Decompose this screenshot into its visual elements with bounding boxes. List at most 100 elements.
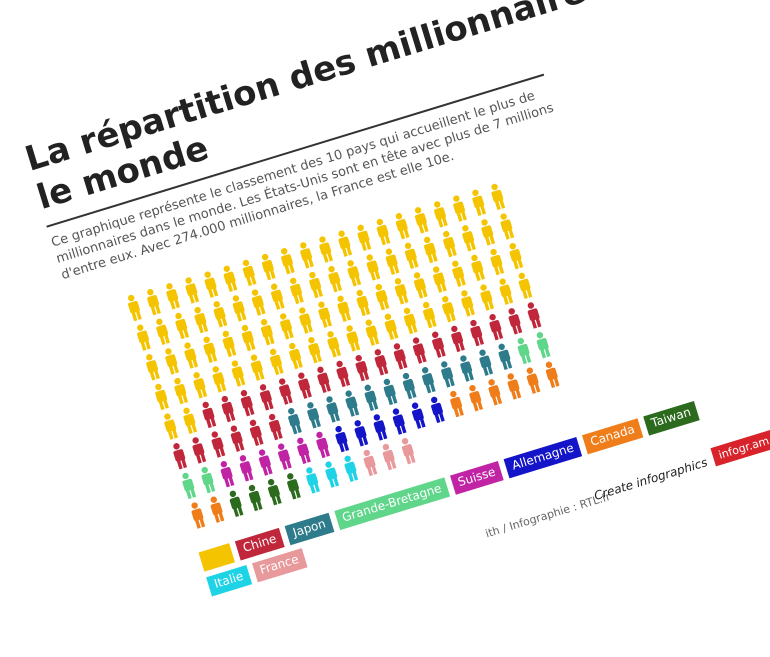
person-icon [242, 259, 257, 287]
icon-leg [534, 382, 541, 393]
icon-leg [468, 370, 474, 381]
icon-head [499, 278, 506, 285]
icon-leg [131, 311, 138, 322]
icon-head [374, 349, 382, 356]
icon-head [290, 277, 297, 285]
icon-leg [400, 423, 407, 434]
icon-leg [502, 295, 509, 305]
icon-head [344, 455, 351, 462]
person-icon [220, 461, 235, 488]
country-icons [182, 331, 551, 500]
person-icon [319, 236, 334, 263]
person-icon [210, 496, 225, 523]
icon-body [210, 502, 223, 516]
icon-head [260, 319, 268, 326]
icon-leg [297, 293, 304, 303]
person-icon [212, 366, 227, 393]
icon-leg [531, 319, 538, 329]
icon-body [279, 384, 291, 397]
legend-entry: Suisse [449, 460, 504, 495]
icon-leg [491, 395, 498, 406]
country-icons [363, 438, 416, 477]
icon-leg [417, 289, 424, 299]
icon-leg [173, 363, 180, 374]
icon-head [421, 367, 429, 374]
legend-entry: Italie [206, 565, 252, 597]
icon-head [461, 290, 468, 297]
icon-leg [281, 460, 288, 470]
person-icon [165, 348, 180, 375]
icon-leg [409, 453, 416, 464]
icon-head [201, 466, 208, 474]
icon-leg [349, 342, 356, 352]
icon-leg [511, 324, 518, 335]
icon-head [261, 253, 269, 261]
icon-leg [295, 423, 302, 434]
icon-leg [286, 393, 293, 404]
person-icon [488, 379, 503, 406]
icon-leg [236, 312, 243, 322]
icon-leg [364, 305, 371, 315]
icon-body [373, 420, 386, 433]
icon-leg [381, 429, 388, 440]
person-icon [451, 325, 465, 353]
icon-leg [425, 383, 432, 394]
person-icon [327, 331, 342, 358]
icon-leg [285, 458, 292, 469]
icon-head [490, 248, 497, 256]
brand-badge[interactable]: infogr.am [710, 429, 770, 467]
icon-body [401, 444, 414, 457]
person-icon [355, 354, 370, 382]
icon-leg [277, 364, 284, 374]
icon-leg [314, 482, 320, 493]
icon-leg [353, 405, 360, 416]
person-icon [498, 343, 513, 371]
person-icon [431, 396, 445, 424]
icon-body [434, 207, 446, 220]
person-icon [183, 407, 198, 434]
icon-head [279, 378, 286, 385]
icon-leg [449, 311, 456, 322]
icon-head [347, 260, 354, 267]
person-icon [413, 272, 428, 299]
icon-leg [234, 442, 241, 452]
person-icon [383, 378, 398, 406]
person-icon [185, 277, 200, 304]
icon-body [249, 425, 262, 439]
icon-leg [287, 328, 294, 339]
person-icon [335, 425, 350, 453]
icon-leg [220, 381, 227, 392]
icon-head [280, 313, 287, 320]
icon-head [394, 278, 402, 285]
icon-head [249, 419, 257, 427]
icon-head [346, 325, 353, 332]
person-icon [164, 413, 179, 440]
icon-leg [380, 235, 386, 246]
person-icon [259, 384, 274, 411]
icon-leg [434, 413, 441, 424]
icon-body [137, 330, 149, 343]
icon-leg [325, 382, 332, 392]
person-icon [155, 383, 169, 411]
icon-head [498, 343, 505, 351]
icon-leg [461, 210, 467, 221]
icon-leg [475, 206, 482, 216]
person-icon [287, 473, 301, 500]
icon-leg [195, 453, 202, 464]
person-icon [260, 319, 275, 346]
person-icon [289, 342, 303, 370]
icon-head [354, 420, 361, 427]
icon-leg [360, 241, 367, 252]
person-icon [194, 306, 209, 334]
icon-head [450, 390, 457, 398]
icon-leg [238, 440, 245, 451]
icon-leg [320, 383, 327, 394]
icon-body [316, 437, 329, 451]
person-icon [460, 355, 474, 382]
icon-body [471, 260, 484, 274]
icon-leg [438, 412, 445, 422]
icon-leg [367, 466, 373, 477]
icon-leg [412, 258, 419, 268]
icon-leg [388, 330, 395, 340]
icon-body [433, 272, 445, 285]
